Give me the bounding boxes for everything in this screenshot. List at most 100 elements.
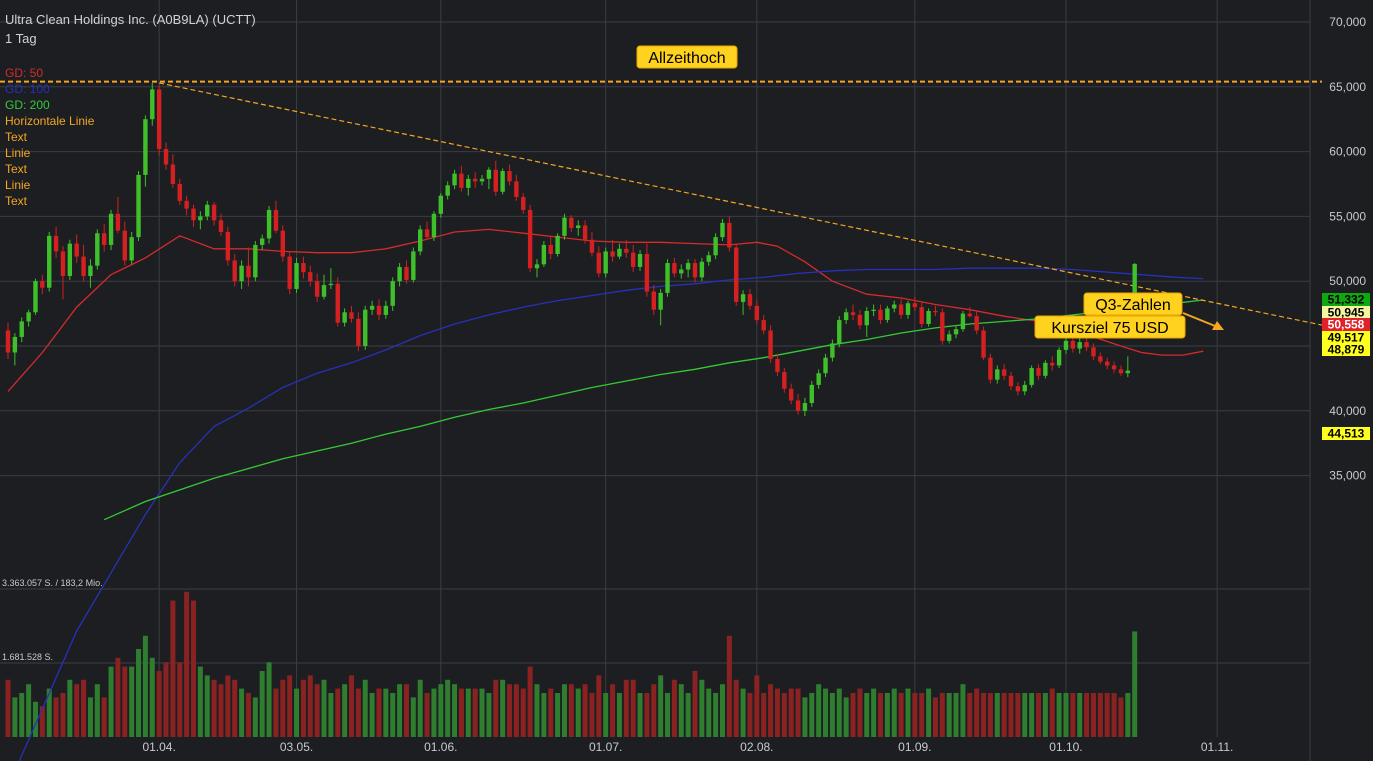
candle-body — [1015, 386, 1021, 392]
candle-body — [672, 263, 677, 274]
volume-bar — [912, 692, 918, 737]
candle-body — [225, 231, 231, 261]
candle — [1125, 356, 1131, 378]
candle-body — [500, 171, 505, 192]
candle-body — [548, 244, 553, 254]
volume-bar — [410, 697, 416, 737]
volume-bar — [19, 692, 25, 737]
volume-bar — [685, 692, 691, 737]
volume-bar — [864, 692, 870, 737]
candle-body — [472, 178, 478, 182]
volume-bar — [362, 679, 368, 737]
candle — [1036, 364, 1041, 380]
volume-bar — [1063, 692, 1069, 737]
volume-bar — [177, 662, 183, 737]
volume-bar — [665, 692, 671, 737]
volume-bar — [486, 692, 492, 737]
price-tag-label: 48,879 — [1328, 343, 1365, 357]
candle — [1008, 371, 1014, 391]
volume-bar — [513, 684, 519, 737]
candle — [101, 224, 107, 252]
candle-body — [5, 330, 11, 353]
candle — [404, 260, 409, 284]
candle-body — [953, 329, 959, 335]
volume-bar — [1049, 688, 1055, 737]
candle-body — [287, 256, 292, 289]
volume-bar — [108, 666, 114, 737]
volume-bar — [60, 692, 66, 737]
candle — [5, 322, 11, 359]
volume-bar — [891, 688, 897, 737]
candle-body — [390, 281, 395, 306]
volume-bar — [898, 692, 904, 737]
candle-body — [960, 313, 966, 330]
candle-body — [170, 164, 176, 184]
price-tag-label: 50,945 — [1328, 306, 1365, 320]
candle-body — [816, 373, 821, 385]
candle-body — [12, 336, 18, 353]
candle — [940, 308, 945, 345]
annotation-label: Kursziel 75 USD — [1034, 315, 1186, 339]
candle-body — [974, 316, 979, 331]
ma-line-100 — [18, 267, 1204, 761]
candle — [1022, 380, 1027, 396]
candle-body — [658, 292, 663, 310]
volume-bar — [507, 684, 513, 737]
candle-body — [795, 400, 801, 411]
candle — [253, 241, 258, 282]
candle — [582, 220, 588, 244]
volume-bar — [768, 684, 774, 737]
candle — [555, 233, 560, 257]
candle-body — [892, 304, 897, 309]
volume-bar — [307, 675, 313, 737]
price-tag: 50,945 — [1322, 306, 1370, 320]
candle — [1118, 365, 1124, 376]
candle — [946, 330, 952, 344]
candle-body — [713, 237, 718, 256]
candle — [610, 239, 615, 262]
candle-body — [115, 213, 121, 231]
candle — [1098, 352, 1103, 365]
volume-bar — [81, 679, 87, 737]
candle-body — [404, 266, 409, 280]
candle — [624, 239, 629, 258]
legend-item: Horizontale Linie — [5, 114, 95, 128]
candle — [232, 253, 237, 287]
candle-body — [294, 263, 299, 289]
volume-bar — [493, 679, 499, 737]
volume-bar — [218, 684, 224, 737]
candle-body — [610, 251, 615, 257]
candle — [308, 265, 313, 287]
candle — [376, 299, 382, 321]
candle — [466, 174, 471, 196]
candle — [431, 211, 437, 242]
price-tag-box — [1322, 331, 1370, 344]
volume-bar — [1015, 692, 1021, 737]
candle-body — [53, 235, 59, 252]
candle — [864, 307, 869, 337]
volume-bar — [823, 688, 829, 737]
candle — [809, 380, 814, 407]
candle-body — [74, 243, 79, 257]
candle-body — [1008, 375, 1014, 387]
candle — [768, 325, 773, 363]
candle-body — [191, 208, 196, 221]
volume-bar — [905, 688, 911, 737]
candle-body — [1105, 361, 1110, 366]
candle — [143, 115, 148, 187]
candle-body — [101, 233, 107, 245]
volume-bar — [190, 600, 196, 737]
price-tag-label: 51,332 — [1328, 293, 1365, 307]
candle — [40, 274, 45, 295]
volume-bar — [850, 692, 856, 737]
candle — [156, 84, 162, 156]
volume-bar — [328, 692, 334, 737]
volume-bar — [967, 692, 973, 737]
candle — [452, 169, 457, 190]
candle — [981, 326, 986, 361]
candle-body — [555, 235, 560, 254]
candle-body — [486, 169, 492, 179]
volume-bar — [149, 657, 155, 737]
volume-bar — [802, 697, 808, 737]
